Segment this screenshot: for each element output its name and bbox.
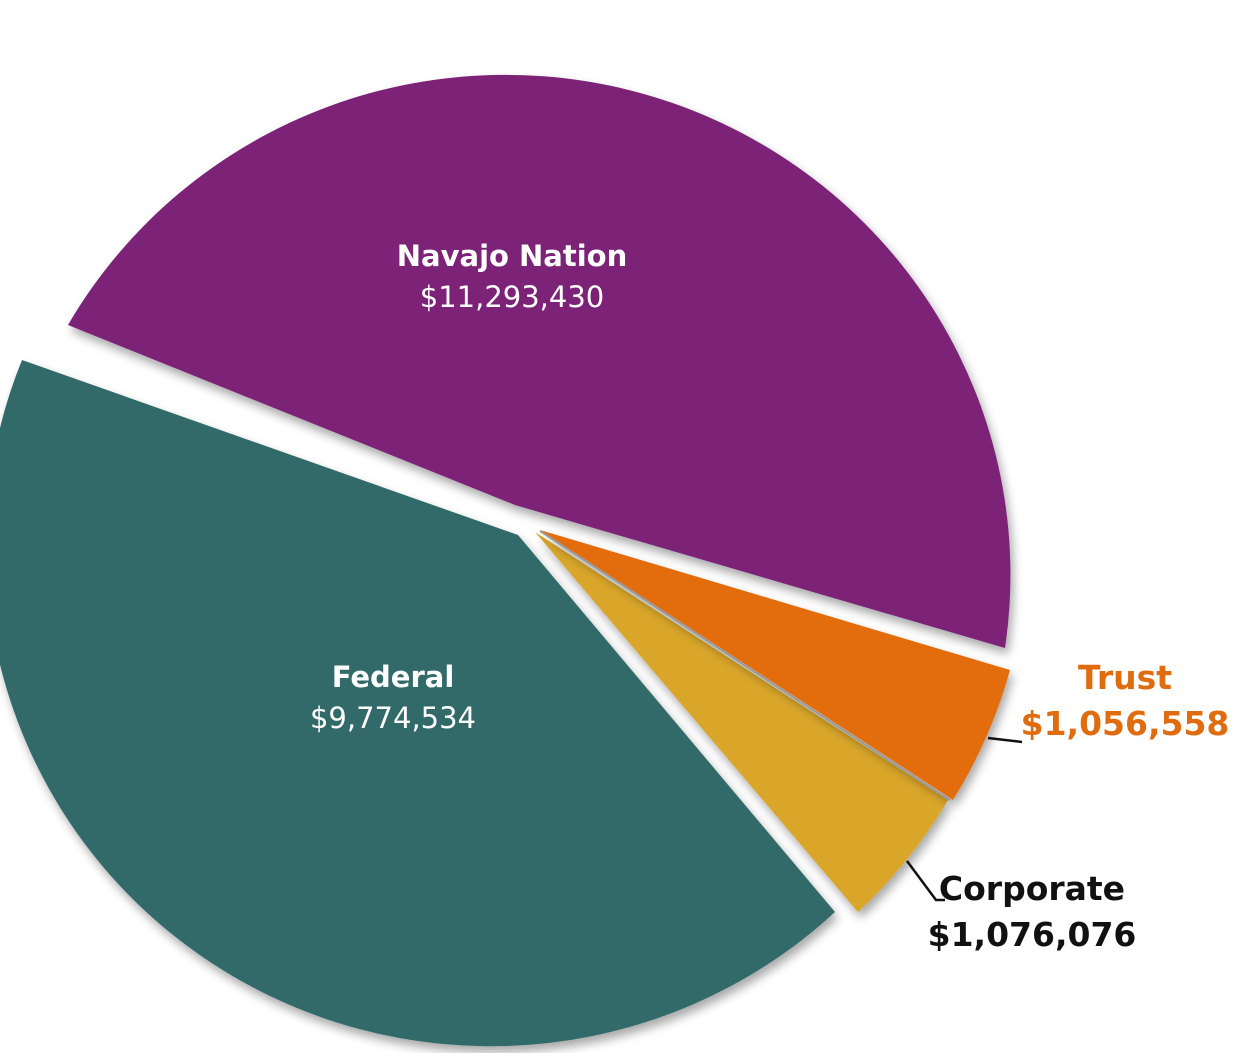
label-corporate: Corporate $1,076,076: [912, 866, 1152, 958]
corporate-name: Corporate: [938, 869, 1126, 908]
slice-trust[interactable]: [540, 530, 1010, 800]
trust-value: $1,056,558: [1020, 704, 1230, 744]
trust-name: Trust: [1077, 658, 1173, 697]
federal-name: Federal: [331, 660, 455, 694]
slice-navajo-nation[interactable]: [68, 74, 1011, 648]
slice-divider: [539, 530, 951, 801]
corporate-value: $1,076,076: [927, 915, 1137, 955]
slice-federal[interactable]: [0, 360, 835, 1047]
corporate-leader-line: [905, 860, 945, 902]
navajo-nation-value: $11,293,430: [419, 279, 605, 314]
label-federal: Federal $9,774,534: [233, 657, 553, 738]
label-navajo-nation: Navajo Nation $11,293,430: [352, 236, 672, 317]
slice-corporate[interactable]: [535, 532, 948, 912]
federal-value: $9,774,534: [309, 700, 477, 735]
label-trust: Trust $1,056,558: [1010, 655, 1240, 747]
trust-leader-line: [987, 736, 1023, 744]
navajo-nation-name: Navajo Nation: [396, 239, 628, 273]
